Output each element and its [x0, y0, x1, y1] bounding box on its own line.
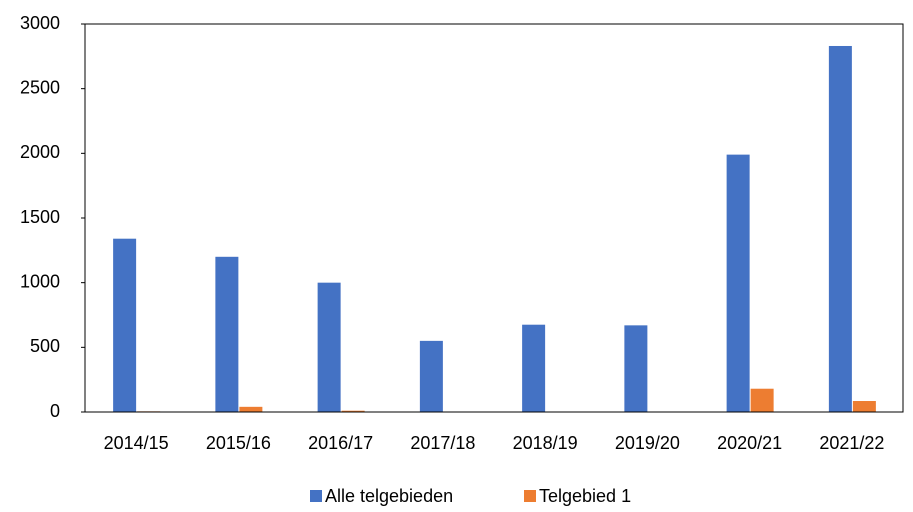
y-tick-label: 500 [30, 336, 60, 356]
y-tick-label: 1500 [20, 207, 60, 227]
plot-frame [84, 23, 904, 413]
y-tick-label: 3000 [20, 13, 60, 33]
bar [522, 324, 546, 412]
bar [624, 325, 648, 412]
legend-swatch [524, 490, 536, 502]
bar [317, 282, 341, 412]
bar [726, 154, 750, 413]
bar [419, 340, 443, 412]
bar [341, 410, 365, 412]
x-tick-label: 2016/17 [308, 433, 373, 453]
legend-label: Telgebied 1 [539, 486, 631, 506]
x-tick-label: 2015/16 [206, 433, 271, 453]
x-tick-label: 2020/21 [717, 433, 782, 453]
legend-label: Alle telgebieden [325, 486, 453, 506]
y-tick-label: 2500 [20, 77, 60, 97]
x-tick-label: 2014/15 [104, 433, 169, 453]
bar [113, 238, 137, 412]
legend-swatch [310, 490, 322, 502]
bar [852, 401, 876, 412]
x-tick-label: 2018/19 [513, 433, 578, 453]
x-tick-label: 2017/18 [410, 433, 475, 453]
x-tick-label: 2019/20 [615, 433, 680, 453]
y-tick-label: 2000 [20, 142, 60, 162]
bar [828, 45, 852, 413]
y-tick-label: 0 [50, 401, 60, 421]
bar [750, 388, 774, 412]
y-tick-label: 1000 [20, 271, 60, 291]
x-tick-label: 2021/22 [819, 433, 884, 453]
bar [215, 256, 239, 412]
bar [239, 406, 263, 412]
